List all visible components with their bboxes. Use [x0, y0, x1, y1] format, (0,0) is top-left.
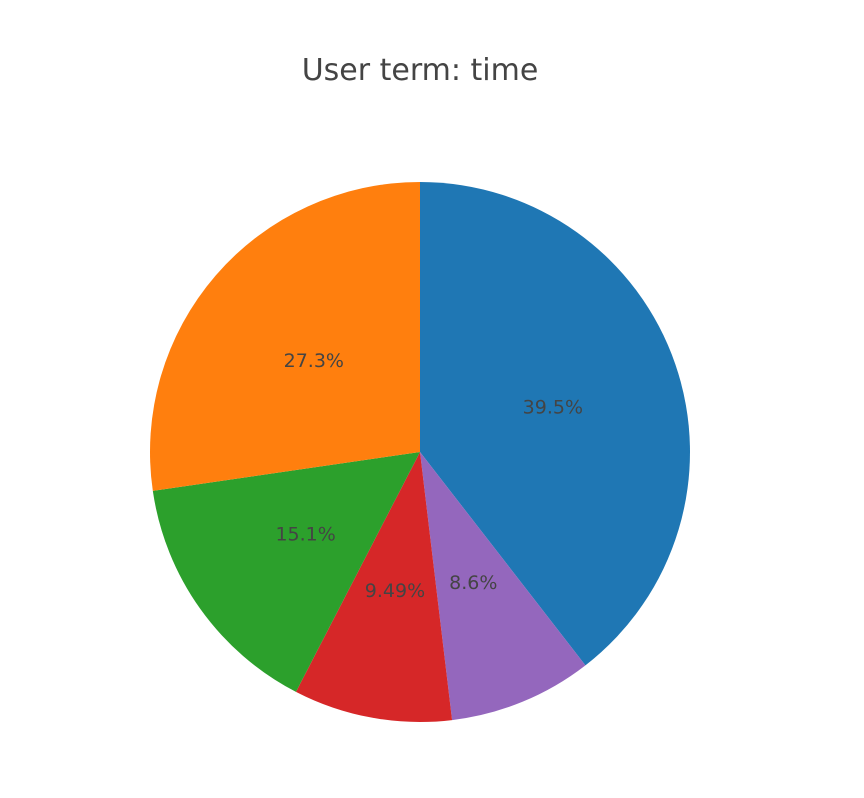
pie-slice-label-2: 9.49%	[365, 580, 425, 602]
pie-slice-4[interactable]	[149, 182, 421, 491]
pie-slice-labels: 39.5% 8.6% 9.49% 15.1% 27.3%	[275, 350, 583, 602]
pie-slice-1[interactable]	[420, 452, 586, 721]
pie-slice-2[interactable]	[295, 452, 453, 723]
pie-slice-0[interactable]	[420, 182, 690, 666]
pie-slice-3[interactable]	[152, 452, 420, 692]
chart-title: User term: time	[302, 53, 539, 88]
pie-slice-label-0: 39.5%	[523, 397, 583, 419]
pie-slice-label-1: 8.6%	[449, 572, 497, 594]
pie-slice-label-3: 15.1%	[275, 523, 335, 545]
pie-slice-label-4: 27.3%	[284, 350, 344, 372]
pie-slices	[149, 182, 690, 723]
